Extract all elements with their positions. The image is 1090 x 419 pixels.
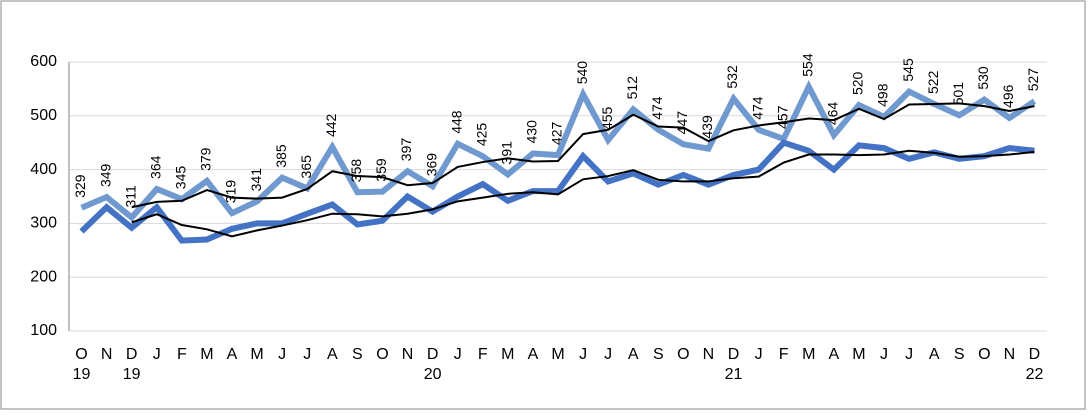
y-tick-label: 400 [30, 161, 57, 178]
x-tick-label: N [1004, 346, 1016, 363]
x-tick-label: M [501, 346, 514, 363]
data-label: 349 [97, 163, 113, 187]
data-label: 425 [473, 123, 489, 147]
data-label: 522 [925, 70, 941, 94]
series-line [80, 80, 1037, 222]
data-label: 391 [499, 141, 515, 165]
data-label: 369 [423, 153, 439, 177]
x-tick-label: J [604, 346, 612, 363]
data-label: 540 [574, 61, 590, 85]
data-label: 530 [975, 66, 991, 90]
x-tick-label: N [402, 346, 414, 363]
series-line [131, 102, 1035, 209]
x-tick-label: O [978, 346, 990, 363]
x-tick-label: J [153, 346, 161, 363]
x-tick-label: A [628, 346, 639, 363]
y-tick-label: 300 [30, 215, 57, 232]
x-tick-label: O [75, 346, 87, 363]
data-label: 512 [624, 76, 640, 100]
data-label: 379 [198, 147, 214, 171]
x-tick-label: D [728, 346, 740, 363]
x-tick-label: M [250, 346, 263, 363]
y-tick-label: 200 [30, 268, 57, 285]
x-tick-year: 19 [123, 366, 141, 383]
data-label: 532 [724, 65, 740, 89]
x-tick-label: M [200, 346, 213, 363]
data-label: 474 [649, 96, 665, 120]
x-tick-label: J [454, 346, 462, 363]
x-tick-year: 21 [725, 366, 743, 383]
x-tick-label: F [177, 346, 187, 363]
data-label: 554 [799, 53, 815, 77]
x-tick-label: F [478, 346, 488, 363]
data-label: 498 [875, 83, 891, 107]
x-tick-label: O [677, 346, 689, 363]
y-tick-label: 500 [30, 107, 57, 124]
x-tick-label: J [278, 346, 286, 363]
x-tick-label: M [802, 346, 815, 363]
x-tick-label: D [427, 346, 439, 363]
x-tick-year: 19 [73, 366, 91, 383]
x-tick-year: 22 [1026, 366, 1044, 383]
data-label: 457 [774, 105, 790, 129]
x-tick-label: A [829, 346, 840, 363]
data-label: 329 [72, 174, 88, 198]
x-tick-label: N [703, 346, 715, 363]
y-tick-label: 600 [30, 53, 57, 70]
data-label: 358 [348, 159, 364, 183]
x-tick-label: J [303, 346, 311, 363]
x-tick-label: S [653, 346, 664, 363]
x-tick-label: D [126, 346, 138, 363]
x-tick-label: N [101, 346, 113, 363]
data-label: 496 [1000, 84, 1016, 108]
x-tick-label: A [327, 346, 338, 363]
data-label: 385 [273, 144, 289, 168]
data-label: 455 [599, 106, 615, 130]
chart-frame [0, 0, 1086, 410]
data-label: 501 [950, 82, 966, 106]
data-label: 365 [298, 155, 314, 179]
x-tick-label: A [528, 346, 539, 363]
x-tick-label: J [880, 346, 888, 363]
data-label: 341 [248, 168, 264, 192]
data-label: 427 [549, 122, 565, 146]
data-label: 319 [223, 180, 239, 204]
data-label: 527 [1025, 68, 1041, 92]
data-label: 464 [825, 102, 841, 126]
x-tick-year: 20 [424, 366, 442, 383]
x-tick-label: O [376, 346, 388, 363]
x-tick-label: A [227, 346, 238, 363]
data-label: 359 [373, 158, 389, 182]
series-line [79, 139, 1035, 244]
x-tick-label: A [929, 346, 940, 363]
data-label: 474 [749, 96, 765, 120]
x-tick-label: J [579, 346, 587, 363]
data-label: 397 [398, 138, 414, 162]
x-tick-label: D [1029, 346, 1041, 363]
data-label: 448 [448, 110, 464, 134]
data-label: 364 [147, 155, 163, 179]
data-label: 442 [323, 113, 339, 137]
data-label: 311 [122, 185, 138, 208]
x-tick-label: J [755, 346, 763, 363]
x-tick-label: S [352, 346, 363, 363]
data-label: 439 [699, 115, 715, 139]
y-tick-label: 100 [30, 322, 57, 339]
data-label: 545 [900, 58, 916, 82]
data-label: 447 [674, 111, 690, 135]
x-tick-label: S [954, 346, 965, 363]
data-label: 520 [850, 71, 866, 95]
x-tick-label: J [905, 346, 913, 363]
x-tick-label: M [551, 346, 564, 363]
x-tick-label: M [852, 346, 865, 363]
data-label: 345 [173, 166, 189, 190]
x-tick-label: F [779, 346, 789, 363]
data-label: 430 [524, 120, 540, 144]
series-line [131, 149, 1035, 238]
